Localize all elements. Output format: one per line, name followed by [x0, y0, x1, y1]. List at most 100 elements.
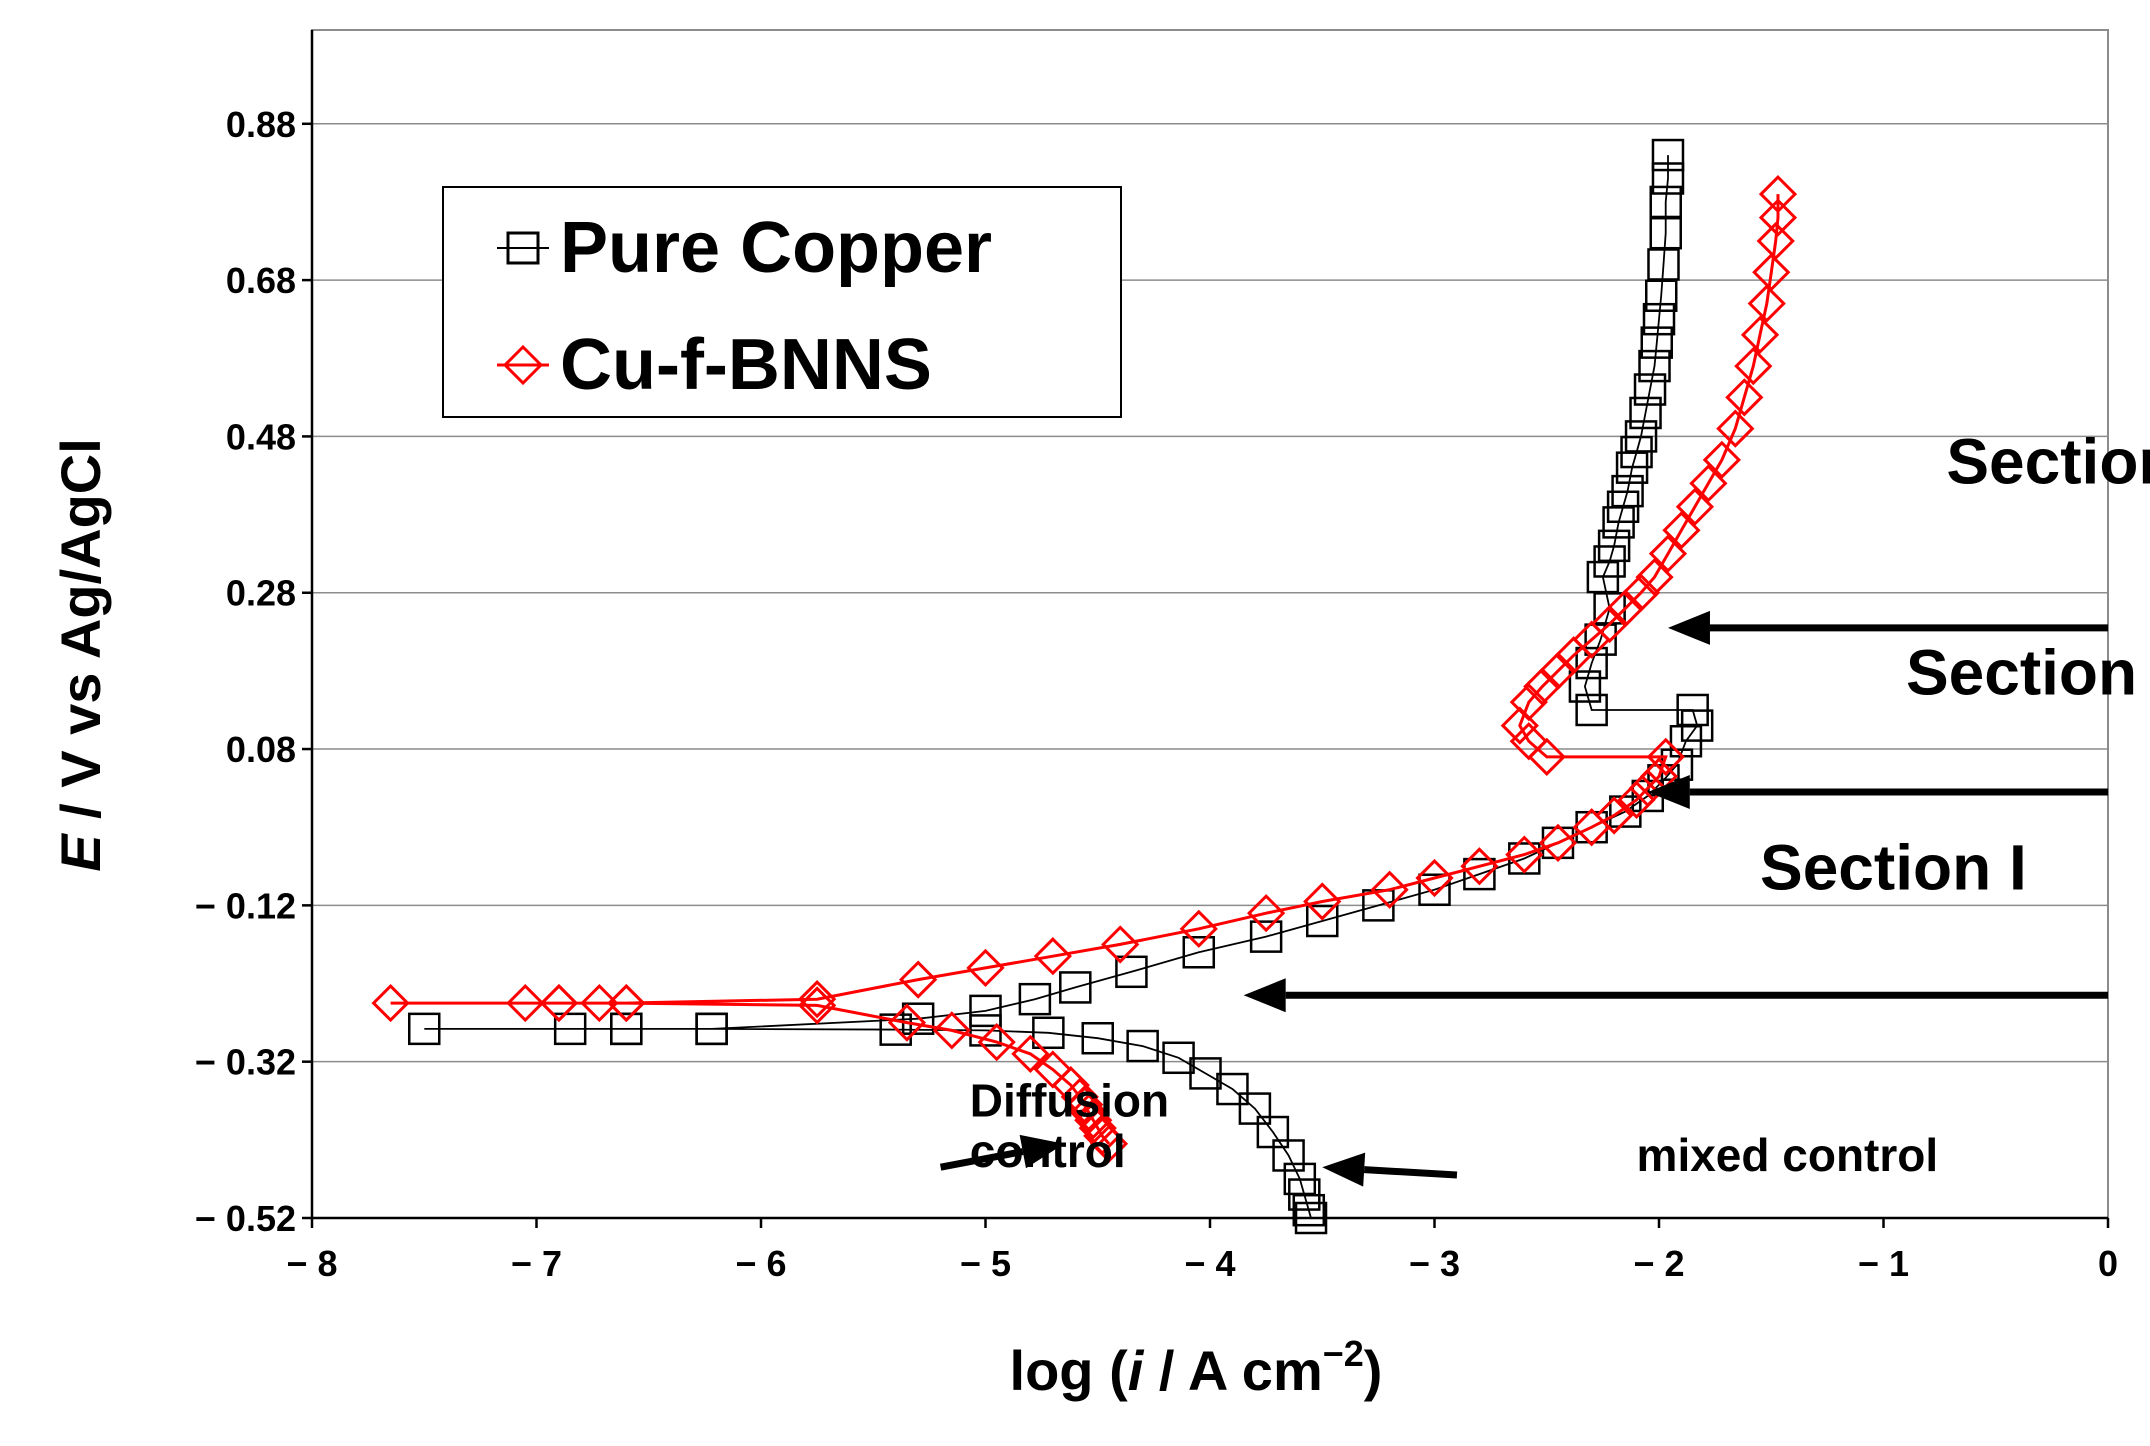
data-point	[901, 1002, 935, 1035]
arrow-0	[1667, 610, 2108, 645]
data-point	[1060, 1077, 1099, 1116]
data-point	[1675, 487, 1715, 526]
arrow-4	[1322, 1152, 1458, 1187]
data-point	[1523, 667, 1562, 706]
data-point	[1162, 1041, 1195, 1075]
data-point	[408, 1012, 441, 1046]
x-tick-label-7: − 1	[1858, 1243, 1909, 1284]
data-point	[1642, 302, 1676, 336]
x-tick-label-3: − 5	[960, 1243, 1011, 1284]
data-series	[371, 138, 1798, 1235]
data-point	[1635, 557, 1674, 597]
square-marker-icon	[506, 231, 540, 265]
data-point	[1649, 216, 1682, 250]
data-point	[1617, 780, 1656, 819]
x-tick-label-6: − 2	[1633, 1243, 1684, 1284]
arrow-head	[1647, 775, 1690, 810]
data-point	[1575, 646, 1608, 680]
data-point	[977, 1023, 1016, 1062]
data-point	[1505, 835, 1544, 874]
annotations: Section IIISection IISection IDiffusionc…	[970, 425, 2150, 1181]
data-point	[553, 1012, 587, 1046]
x-tick-label-1: − 7	[511, 1243, 562, 1284]
data-point	[1740, 315, 1780, 354]
data-point	[1758, 175, 1798, 214]
legend-entry-pure-copper: Pure Copper	[497, 208, 992, 288]
x-tick-labels: − 8 − 7 − 6 − 5 − 4 − 3 − 2 − 1 0	[286, 1243, 2118, 1284]
data-point	[1702, 440, 1741, 479]
data-point	[1633, 373, 1667, 406]
data-point	[1011, 1034, 1050, 1073]
data-point	[1758, 198, 1798, 237]
legend-label-pure-copper: Pure Copper	[560, 208, 992, 288]
data-point	[1647, 248, 1680, 281]
x-tick-label-0: − 8	[286, 1243, 337, 1284]
data-point	[1179, 909, 1218, 948]
diamond-marker-icon	[502, 344, 544, 386]
arrow-head	[1667, 610, 1710, 645]
data-point	[1249, 920, 1283, 953]
data-point	[580, 983, 619, 1023]
data-point	[1059, 971, 1092, 1004]
data-point	[1509, 722, 1548, 761]
data-point	[1500, 706, 1539, 745]
data-point	[1584, 623, 1617, 656]
data-point	[1716, 409, 1755, 448]
arrow-2	[1243, 978, 2108, 1013]
axes	[302, 30, 2110, 1228]
data-point	[899, 960, 938, 999]
data-point	[539, 983, 579, 1023]
data-point	[1247, 894, 1286, 933]
data-point	[1081, 1021, 1114, 1055]
data-point	[1646, 737, 1685, 776]
data-point	[1756, 221, 1795, 261]
data-point	[1752, 253, 1791, 292]
y-tick-labels: − 0.52 − 0.32 − 0.12 0.08 0.28 0.48 0.68 0.88	[195, 104, 296, 1239]
data-point	[969, 994, 1002, 1028]
data-point	[1676, 693, 1709, 727]
data-point	[1611, 474, 1644, 508]
x-tick-label-5: − 3	[1409, 1243, 1460, 1284]
data-point	[798, 980, 837, 1019]
y-tick-label-5: 0.48	[226, 416, 296, 457]
data-point	[1624, 420, 1658, 453]
data-point	[1594, 796, 1634, 835]
y-tick-label-3: 0.08	[226, 729, 296, 770]
arrow-shaft	[939, 1148, 1024, 1171]
annotation-0: Section III	[1946, 425, 2150, 497]
arrow-head	[1019, 1134, 1065, 1169]
data-point	[1648, 534, 1688, 573]
legend-box	[442, 186, 1122, 418]
y-tick-label-6: 0.68	[226, 260, 296, 301]
data-point	[798, 986, 837, 1025]
data-point	[1463, 857, 1496, 891]
data-point	[1644, 279, 1678, 312]
y-tick-label-1: − 0.32	[195, 1042, 296, 1083]
annotation-arrows	[939, 610, 2108, 1187]
data-point	[1629, 396, 1662, 430]
data-point	[1662, 511, 1701, 550]
x-tick-label-2: − 6	[735, 1243, 786, 1284]
data-point	[1256, 1115, 1290, 1149]
y-tick-label-4: 0.28	[226, 573, 296, 614]
series-line-1	[390, 194, 1780, 1145]
legend-label-cu-f-bnns: Cu-f-BNNS	[560, 325, 932, 405]
annotation-1: Section II	[1906, 636, 2150, 708]
data-point	[1418, 873, 1451, 906]
data-point	[1651, 162, 1685, 195]
data-point	[1725, 378, 1764, 417]
data-point	[695, 1012, 728, 1046]
data-point	[1538, 823, 1578, 862]
data-point	[1568, 670, 1602, 703]
data-point	[1370, 870, 1409, 909]
data-point	[1238, 1092, 1272, 1125]
annotation-3: Diffusion	[970, 1074, 1169, 1126]
data-point	[1182, 936, 1216, 969]
data-point	[1283, 1162, 1317, 1196]
data-point	[1032, 1016, 1065, 1050]
gridlines	[312, 123, 2108, 1063]
data-point	[1649, 185, 1682, 219]
data-point	[1640, 326, 1674, 359]
arrow-head	[1243, 978, 1286, 1013]
